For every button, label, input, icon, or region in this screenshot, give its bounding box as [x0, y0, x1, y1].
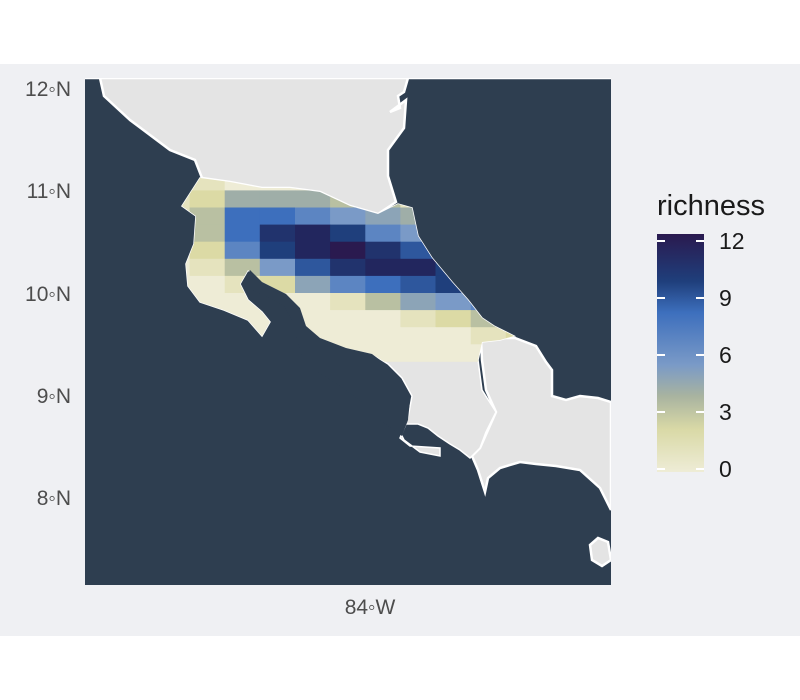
richness-cell [259, 190, 296, 208]
richness-cell [400, 258, 436, 277]
legend-tick-mark [657, 297, 704, 299]
y-tick-label: 12◦N [25, 78, 71, 101]
richness-cell [400, 310, 436, 328]
richness-cell [365, 310, 401, 328]
richness-cell [330, 241, 366, 260]
richness-cell [259, 224, 296, 243]
richness-cell [330, 258, 366, 277]
richness-cell [365, 293, 401, 311]
richness-cell [682, 173, 718, 191]
richness-cell [611, 259, 647, 277]
richness-cell [189, 275, 226, 294]
richness-cell [189, 258, 226, 277]
richness-cell [400, 327, 436, 345]
richness-cell [400, 293, 436, 311]
x-tick-label: 84◦W [344, 596, 396, 619]
richness-cell [435, 344, 471, 362]
richness-cell [189, 207, 226, 225]
panama-island [588, 536, 611, 568]
richness-cell [189, 241, 226, 260]
y-tick-label: 10◦N [25, 283, 71, 306]
richness-cell [259, 241, 296, 260]
richness-cell [435, 310, 471, 328]
richness-cell [611, 327, 647, 345]
nicoya-gulf [246, 270, 410, 436]
legend-tick-mark [657, 468, 704, 470]
richness-cell [224, 224, 261, 243]
richness-cell [611, 310, 647, 328]
richness-cell [505, 327, 514, 345]
richness-cell [611, 208, 647, 226]
richness-cell [295, 224, 331, 243]
richness-cell [295, 207, 331, 225]
richness-cell [611, 190, 647, 208]
legend-tick-label: 9 [719, 285, 732, 311]
richness-cell [365, 224, 401, 243]
richness-cell [717, 310, 753, 328]
richness-cell [189, 178, 226, 191]
legend-tick-label: 6 [719, 342, 732, 368]
richness-cell [295, 258, 331, 277]
richness-cell [259, 207, 296, 225]
richness-cell [611, 242, 647, 260]
legend-tick-mark [657, 411, 704, 413]
y-tick-label: 11◦N [26, 180, 71, 203]
richness-cell [295, 190, 331, 208]
richness-cell [224, 207, 261, 225]
richness-cell [224, 190, 261, 208]
richness-cell [365, 275, 401, 294]
richness-cell [330, 310, 366, 328]
richness-cell [189, 224, 226, 243]
richness-cell [365, 258, 401, 277]
richness-cell [365, 241, 401, 260]
y-tick-label: 8◦N [36, 487, 71, 510]
richness-cell [611, 344, 647, 362]
legend-tick-label: 12 [719, 228, 745, 254]
richness-cell [717, 259, 753, 277]
richness-cell [400, 344, 436, 362]
legend-tick-label: 0 [719, 456, 732, 482]
richness-cell [295, 293, 331, 311]
legend-tick-mark [657, 354, 704, 356]
richness-cell [224, 241, 261, 260]
richness-cell [611, 293, 647, 311]
richness-cell [330, 275, 366, 294]
richness-cell [365, 327, 401, 345]
legend-tick-label: 3 [719, 399, 732, 425]
richness-cell [330, 327, 366, 345]
legend-tick-mark [657, 240, 704, 242]
y-tick-label: 9◦N [36, 385, 71, 408]
richness-cell [330, 207, 366, 225]
richness-cell [295, 241, 331, 260]
legend-colorbar [657, 234, 704, 472]
richness-cell [717, 173, 753, 191]
richness-cell [611, 173, 647, 191]
richness-cell [189, 190, 226, 208]
richness-cell [259, 258, 296, 277]
richness-cell [224, 258, 261, 277]
richness-cell [330, 224, 366, 243]
richness-cell [330, 293, 366, 311]
richness-cell [435, 293, 471, 311]
richness-cell [435, 327, 471, 345]
richness-cell [646, 173, 682, 191]
richness-cell [611, 225, 647, 243]
richness-cell [611, 276, 647, 294]
richness-cell [400, 275, 436, 294]
richness-cell [295, 275, 331, 294]
legend-title: richness [657, 190, 765, 222]
